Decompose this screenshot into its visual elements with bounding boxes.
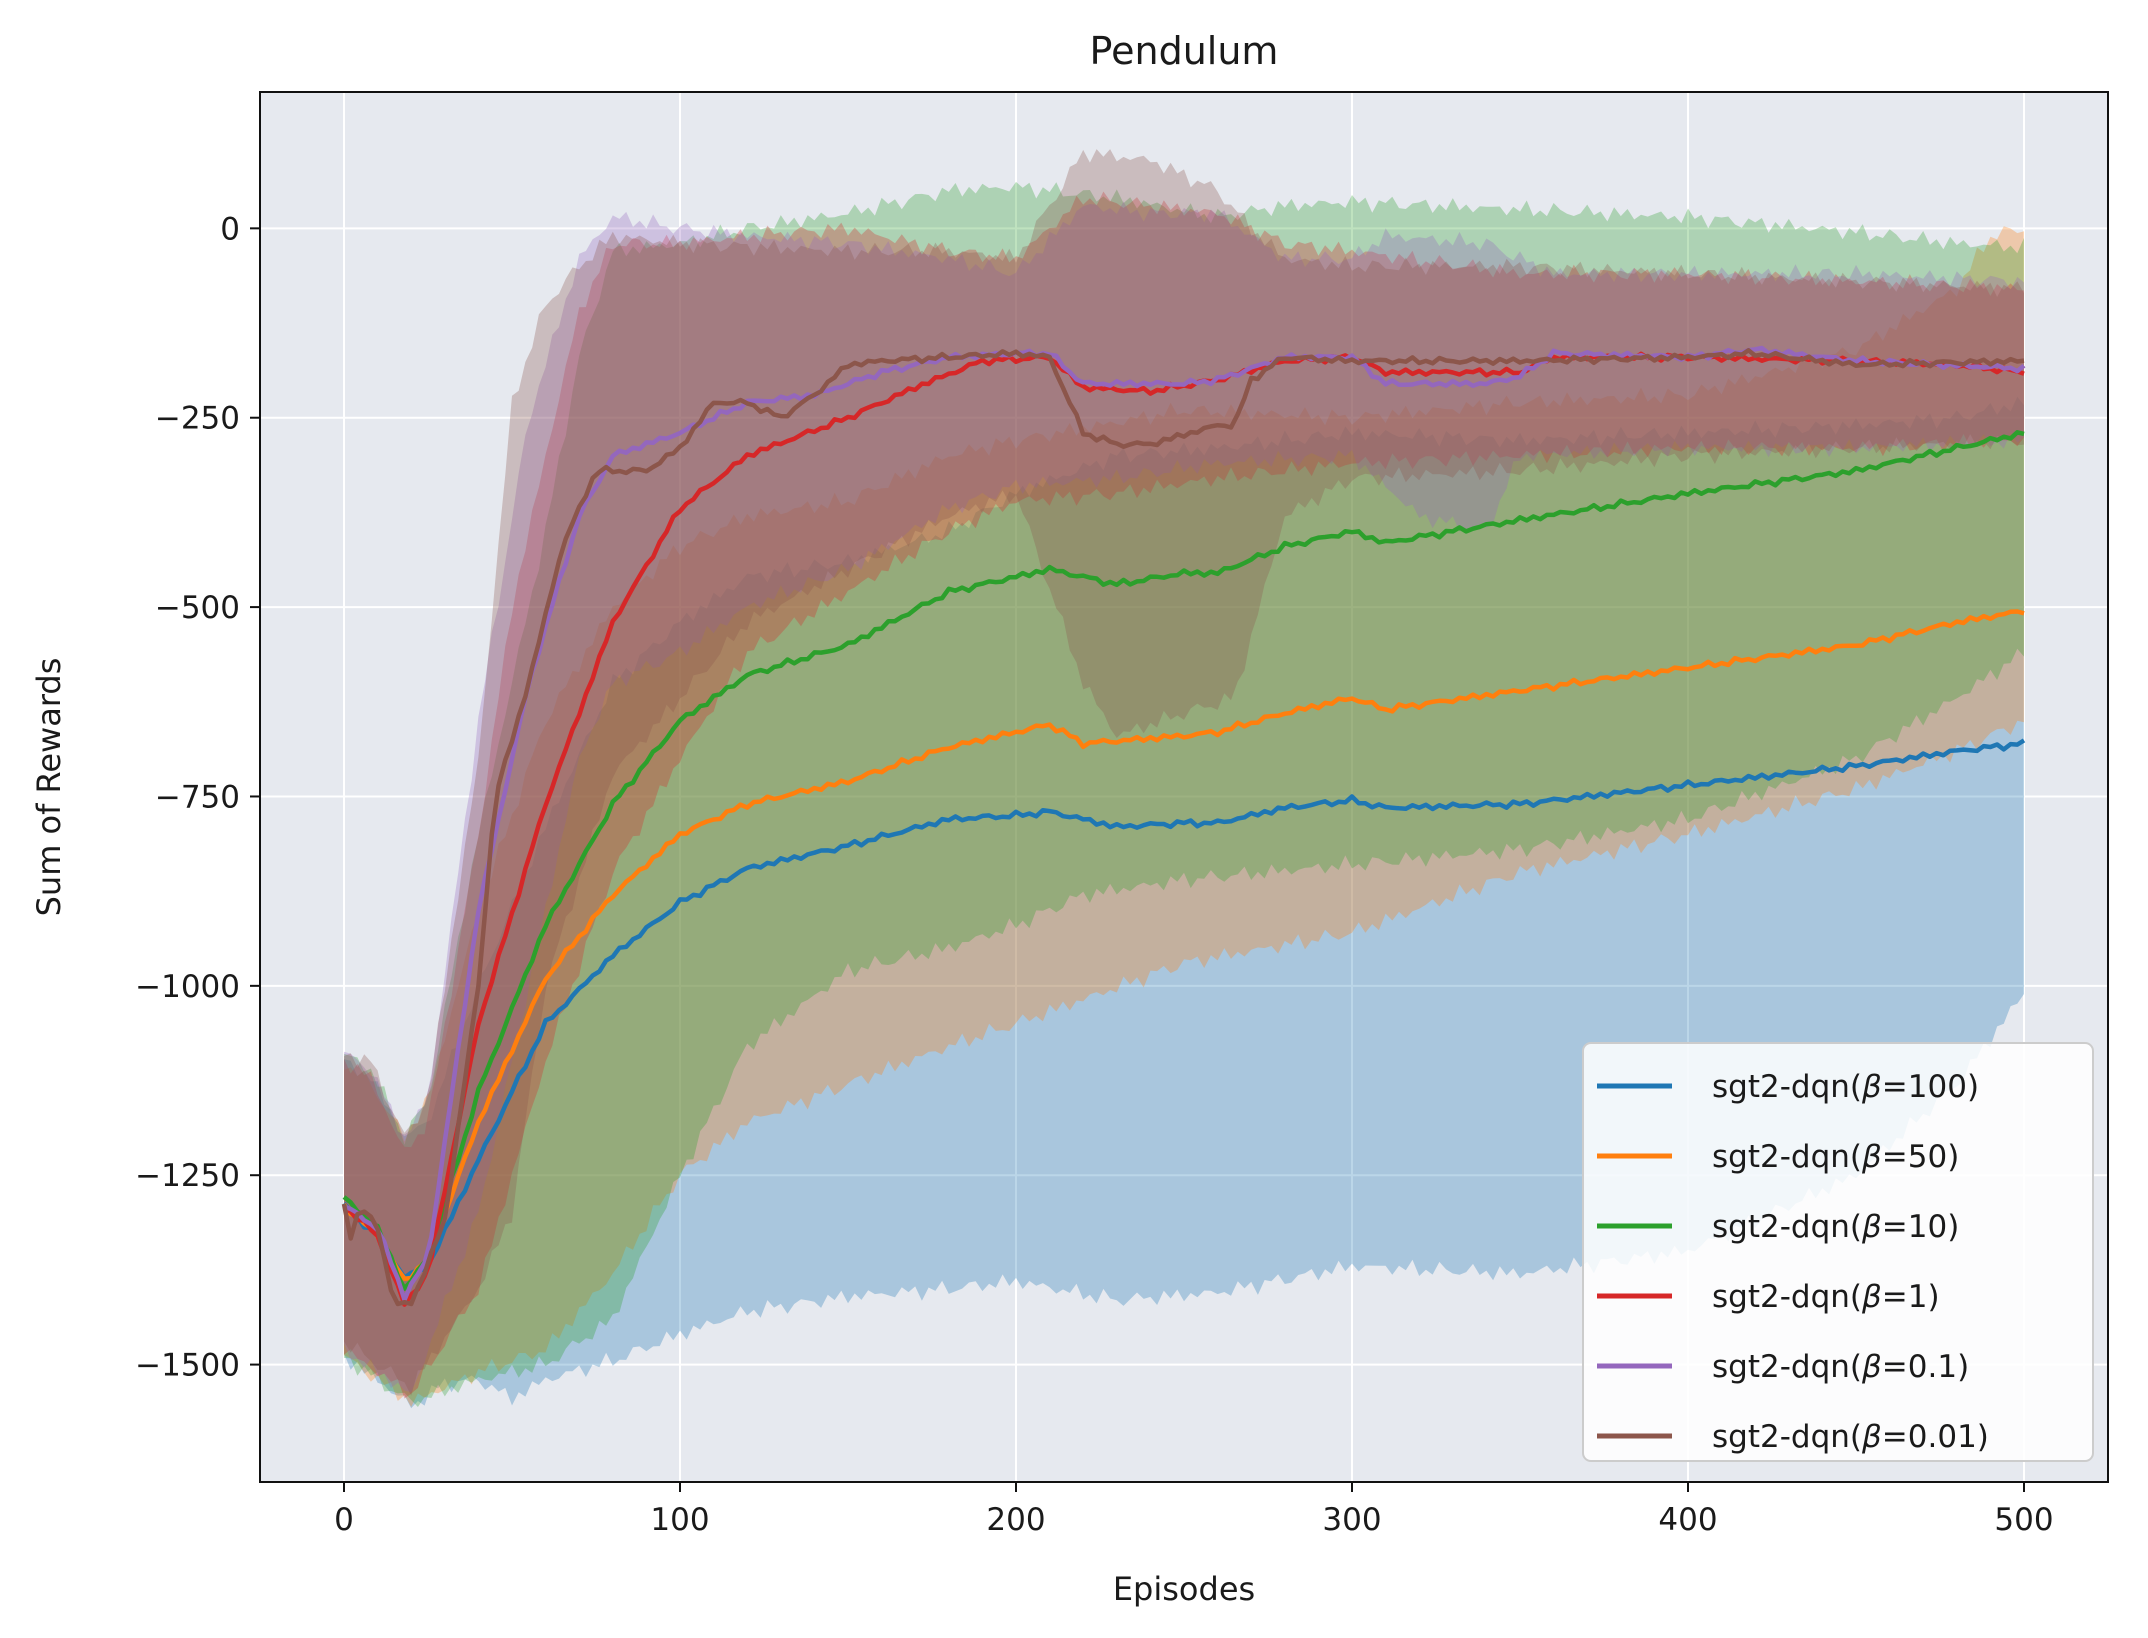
legend-label-5: sgt2-dqn(β=0.01): [1712, 1419, 1989, 1455]
legend-label-0: sgt2-dqn(β=100): [1712, 1069, 1979, 1105]
legend-label-1: sgt2-dqn(β=50): [1712, 1139, 1959, 1175]
line-series-2: [342, 430, 2025, 1291]
y-axis-ticks: 0 −250 −500 −750 −1000 −1250 −1500: [135, 211, 260, 1384]
x-tick-label: 100: [650, 1502, 709, 1538]
y-tick-label: −250: [155, 401, 240, 437]
line-series-1: [342, 609, 2025, 1281]
legend-label-4: sgt2-dqn(β=0.1): [1712, 1349, 1969, 1385]
legend-label-2: sgt2-dqn(β=10): [1712, 1209, 1959, 1245]
x-axis-ticks: 0 100 200 300 400 500: [334, 1482, 2054, 1538]
legend-label-3: sgt2-dqn(β=1): [1712, 1279, 1940, 1315]
line-series-0: [342, 738, 2026, 1280]
chart-title: Pendulum: [1090, 29, 1279, 73]
plot-frame: [259, 91, 2109, 1483]
band-series-5: [344, 149, 2024, 1396]
x-tick-label: 500: [1994, 1502, 2053, 1538]
legend-box: [1582, 1042, 2094, 1462]
y-tick-label: −750: [155, 779, 240, 815]
y-tick-label: −1250: [135, 1158, 240, 1194]
y-tick-label: −500: [155, 590, 240, 626]
y-tick-label: −1500: [135, 1348, 240, 1384]
x-tick-label: 300: [1322, 1502, 1381, 1538]
legend: sgt2-dqn(β=100) sgt2-dqn(β=50) sgt2-dqn(β=…: [1582, 1042, 2094, 1462]
x-tick-label: 400: [1658, 1502, 1717, 1538]
y-tick-label: −1000: [135, 969, 240, 1005]
y-tick-label: 0: [220, 211, 240, 247]
x-axis-label: Episodes: [1113, 1570, 1255, 1608]
confidence-bands: [344, 149, 2024, 1409]
grid: [260, 92, 2108, 1482]
y-axis-label: Sum of Rewards: [30, 658, 68, 917]
band-series-2: [344, 181, 2024, 1407]
band-series-3: [344, 191, 2024, 1399]
band-series-1: [344, 226, 2024, 1408]
band-series-4: [344, 201, 2024, 1393]
x-tick-label: 200: [986, 1502, 1045, 1538]
mean-lines: [341, 345, 2026, 1307]
x-tick-label: 0: [334, 1502, 354, 1538]
line-series-5: [341, 348, 2025, 1307]
